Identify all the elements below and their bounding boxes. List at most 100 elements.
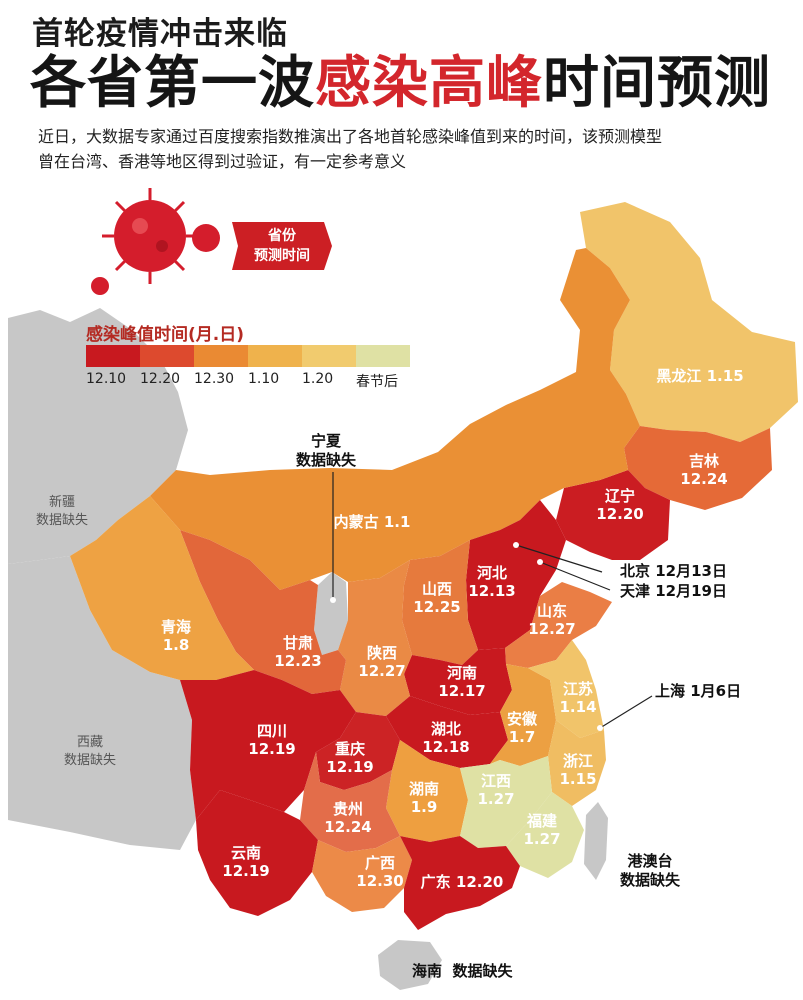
province-label-shaanxi: 陕西 12.27 [358,644,405,680]
province-name: 重庆 [334,740,366,758]
shanghai-dot [597,725,603,731]
province-date: 12.24 [680,470,728,488]
region-xizang [8,556,196,850]
province-label-chongqing: 重庆 12.19 [326,740,373,776]
province-jiangsu [528,640,604,738]
province-label-shandong: 山东 12.27 [528,602,575,638]
region-label-xinjiang: 新疆 数据缺失 [36,494,88,530]
province-jiangxi [460,756,552,848]
province-date: 12.20 [596,505,644,523]
region-xinjiang [8,308,188,564]
gangaotai-name: 港澳台 [627,852,673,870]
province-date: 12.19 [248,740,296,758]
province-name: 广西 [364,854,396,872]
legend-title: 感染峰值时间(月.日) [86,325,244,345]
province-name: 安徽 [506,710,538,728]
title-part3: 时间预测 [543,51,771,116]
province-date: 1.27 [477,790,515,808]
province-date: 12.30 [356,872,404,890]
province-name: 辽宁 [604,487,636,505]
shanghai-leader [599,695,653,729]
region-name: 西藏 [76,735,104,750]
region-ningxia [314,572,348,655]
province-name: 内蒙古 [333,513,379,531]
region-label-xizang: 西藏 数据缺失 [64,734,116,770]
legend-swatch [302,345,356,367]
province-name: 青海 [160,618,192,636]
province-name: 陕西 [366,644,398,662]
title-part1: 各省第一波 [30,51,315,116]
tianjin-callout: 天津 12月19日 [620,582,727,600]
province-gansu [180,530,346,694]
province-date: 12.17 [438,682,486,700]
province-jilin [624,426,772,510]
province-date: 12.24 [324,818,372,836]
province-name: 江西 [480,772,512,790]
province-date: 1.7 [508,728,536,746]
province-label-guangdong: 广东 12.20 [421,873,504,891]
province-name: 广东 [420,873,451,891]
province-guizhou [300,752,400,852]
province-label-neimenggu: 内蒙古 1.1 [334,513,411,531]
province-fujian [506,792,584,878]
province-name: 贵州 [332,800,364,818]
province-label-jiangsu: 江苏 1.14 [559,680,596,716]
province-heilongjiang [580,202,798,442]
province-name: 四川 [256,722,288,740]
legend-label: 1.10 [248,371,280,387]
province-label-henan: 河南 12.17 [438,664,485,700]
province-shanxi [402,540,478,665]
province-label-hebei: 河北 12.13 [468,564,515,600]
province-date: 1.8 [162,636,190,654]
province-hunan [386,740,468,842]
province-name: 甘肃 [282,634,314,652]
province-name: 吉林 [688,452,720,470]
region-note: 数据缺失 [35,513,89,528]
province-name: 云南 [230,844,262,862]
province-qinghai [70,496,254,680]
province-label-jilin: 吉林 12.24 [680,452,727,488]
ningxia-name: 宁夏 [311,432,342,450]
province-name: 浙江 [562,752,594,770]
province-guangxi [312,836,412,912]
ningxia-note: 数据缺失 [296,451,357,469]
ningxia-dot [330,597,336,603]
province-date: 1.1 [383,513,411,531]
region-name: 新疆 [48,495,76,510]
title-line2: 各省第一波感染高峰时间预测 [30,52,771,116]
province-label-fujian: 福建 1.27 [523,812,560,848]
province-label-hunan: 湖南 1.9 [409,780,439,816]
shanghai-callout: 上海 1月6日 [655,682,742,700]
province-label-liaoning: 辽宁 12.20 [596,487,643,523]
legend-swatch [194,345,248,367]
province-label-qinghai: 青海 1.8 [161,618,191,654]
ningxia-callout: 宁夏 数据缺失 [296,432,356,470]
tianjin-leader [539,561,611,591]
description-line2: 曾在台湾、香港等地区得到过验证，有一定参考意义 [38,152,407,171]
province-date: 12.20 [455,873,504,891]
province-name: 福建 [526,812,558,830]
region-taiwan [584,802,608,880]
legend-label: 春节后 [356,374,398,390]
title-line1: 首轮疫情冲击来临 [32,16,288,52]
province-date: 1.15 [706,367,744,385]
legend-badge: 省份 预测时间 [232,222,332,270]
province-date: 12.23 [274,652,322,670]
hainan-callout: 海南 数据缺失 [412,962,512,981]
hainan-name: 海南 [412,962,443,980]
province-shaanxi [338,560,412,716]
province-date: 12.13 [468,582,516,600]
beijing-callout: 北京 12月13日 [620,562,727,580]
description: 近日，大数据专家通过百度搜索指数推演出了各地首轮感染峰值到来的时间，该预测模型 … [38,124,788,174]
province-date: 1.27 [523,830,561,848]
province-zhejiang [548,720,606,806]
province-liaoning [556,470,670,560]
province-label-guizhou: 贵州 12.24 [324,800,371,836]
province-name: 湖北 [430,720,462,738]
province-henan [404,648,512,715]
province-shandong [505,582,612,668]
province-name: 江苏 [562,680,594,698]
province-date: 12.25 [413,598,461,616]
province-anhui [490,664,556,766]
